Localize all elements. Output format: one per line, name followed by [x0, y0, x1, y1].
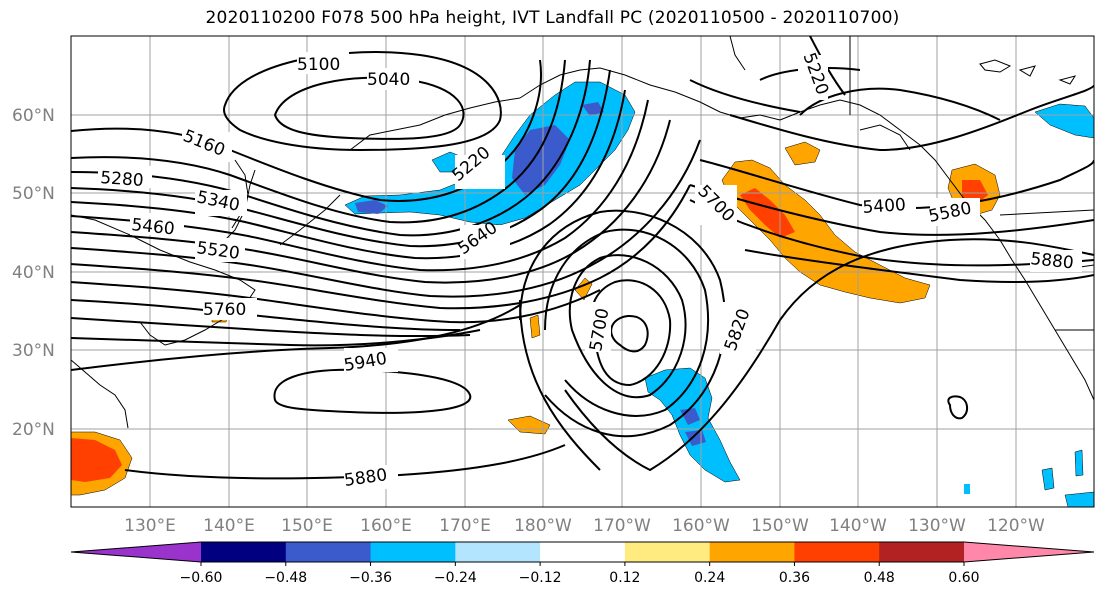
lat-label: 20°N [12, 420, 55, 440]
lat-label: 60°N [12, 106, 55, 126]
colorbar-segment [879, 542, 965, 562]
lon-label: 180°W [514, 516, 572, 536]
colorbar-tick-label: 0.24 [694, 570, 725, 586]
colorbar-segment [794, 542, 880, 562]
gridlines [71, 36, 1094, 507]
colorbar-segment [624, 542, 711, 562]
lon-label: 160°E [360, 516, 412, 536]
contour-label: 5760 [203, 300, 246, 320]
colorbar-tick-label: −0.12 [519, 570, 562, 586]
colorbar-tick-label: 0.36 [779, 570, 810, 586]
latitude-labels: 60°N 50°N 40°N 30°N 20°N [12, 106, 55, 440]
colorbar-tick-label: −0.24 [434, 570, 477, 586]
colorbar-segment [285, 542, 372, 562]
colorbar-tick-label: 0.12 [609, 570, 640, 586]
negative-anomaly-region-south [644, 367, 741, 483]
colorbar-extend-low [71, 542, 201, 562]
lat-label: 40°N [12, 263, 55, 283]
lon-label: 140°E [203, 516, 255, 536]
lon-label: 120°W [987, 516, 1045, 536]
lon-label: 170°W [593, 516, 651, 536]
colorbar-segment [201, 542, 287, 562]
contour-label: 5880 [1029, 249, 1074, 273]
lon-label: 150°W [751, 516, 809, 536]
map-content: 5100 5040 5220 5160 5280 5340 5460 5520 … [71, 36, 1094, 507]
colorbar: −0.60 −0.48 −0.36 −0.24 −0.12 0.12 0.24 0.36 0.4… [70, 541, 1095, 586]
colorbar-segment [455, 542, 541, 562]
colorbar-segment [540, 542, 626, 562]
contour-label: 5460 [130, 215, 175, 239]
lon-label: 170°E [439, 516, 491, 536]
longitude-labels: 130°E 140°E 150°E 160°E 170°E 180°W 170°… [124, 516, 1045, 536]
colorbar-tick-label: 0.48 [864, 570, 895, 586]
lon-label: 160°W [672, 516, 730, 536]
map-frame [70, 35, 1095, 508]
lat-label: 50°N [12, 184, 55, 204]
lon-label: 140°W [829, 516, 887, 536]
lon-label: 150°E [281, 516, 333, 536]
colorbar-tick-label: −0.60 [180, 570, 223, 586]
contour-label: 5100 [297, 55, 340, 75]
colorbar-tick-label: 0.60 [948, 570, 979, 586]
contour-label: 5280 [100, 168, 145, 191]
chart-title: 2020110200 F078 500 hPa height, IVT Land… [205, 8, 900, 28]
colorbar-extend-high [964, 542, 1094, 562]
lat-label: 30°N [12, 341, 55, 361]
colorbar-tick-label: −0.36 [349, 570, 392, 586]
height-contours [71, 36, 1094, 480]
colorbar-tick-label: −0.48 [264, 570, 307, 586]
colorbar-segment [709, 542, 795, 562]
contour-label: 5040 [367, 70, 410, 90]
lon-label: 130°W [908, 516, 966, 536]
contour-label: 5400 [862, 195, 907, 218]
lon-label: 130°E [124, 516, 176, 536]
colorbar-segment [370, 542, 456, 562]
